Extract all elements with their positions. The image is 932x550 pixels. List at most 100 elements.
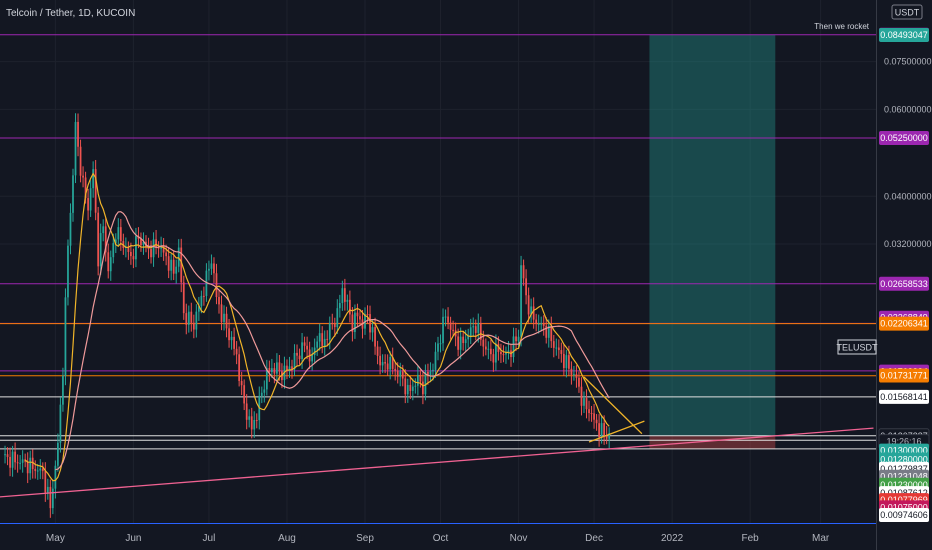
price-badge-label: 0.01075000 <box>880 502 928 512</box>
position-loss-zone[interactable] <box>649 435 776 449</box>
candle <box>575 374 578 378</box>
candle <box>333 323 336 328</box>
candle <box>565 355 568 369</box>
candle <box>416 374 419 386</box>
candle <box>457 336 460 350</box>
candle <box>293 352 296 370</box>
candle <box>298 355 301 360</box>
candle <box>9 456 11 468</box>
candle <box>31 457 34 470</box>
candle <box>213 263 215 274</box>
candle <box>135 236 137 260</box>
position-profit-zone[interactable] <box>649 34 776 436</box>
candle <box>215 273 218 297</box>
candle <box>444 316 447 318</box>
candle <box>411 386 414 391</box>
candle <box>318 333 321 342</box>
time-axis-label: Feb <box>742 533 760 544</box>
time-axis-label: Jul <box>203 533 216 544</box>
candle <box>177 247 180 267</box>
candle <box>442 316 444 344</box>
horizontal-levels[interactable] <box>0 34 876 450</box>
candle <box>386 363 389 370</box>
candle <box>555 347 558 349</box>
candle <box>331 323 334 325</box>
candle <box>502 354 505 356</box>
candle <box>197 306 200 312</box>
candle <box>409 384 412 391</box>
candle <box>270 368 273 373</box>
candle <box>585 398 588 410</box>
candle <box>276 362 278 374</box>
candle <box>376 346 379 356</box>
candle <box>238 354 241 381</box>
long-position-tool[interactable]: Then we rocket <box>649 22 870 449</box>
candle <box>356 312 359 317</box>
time-axis-label: Jun <box>125 533 141 544</box>
time-axis[interactable]: May Jun Jul Aug Sep Oct Nov Dec 2022 Feb Mar <box>46 533 830 544</box>
price-badge <box>879 276 929 291</box>
candle <box>527 295 530 315</box>
price-badge <box>879 389 929 404</box>
candle <box>263 389 266 393</box>
candle <box>406 384 409 395</box>
candle <box>82 175 84 178</box>
candle <box>437 343 439 352</box>
candle <box>286 365 288 371</box>
candle <box>497 343 500 352</box>
price-badge-label: 0.01077969 <box>880 495 928 505</box>
candle <box>273 368 276 374</box>
candle <box>434 351 437 370</box>
candle <box>253 419 256 430</box>
candle <box>19 462 22 464</box>
candle <box>74 121 77 176</box>
time-axis-label: Oct <box>433 533 449 544</box>
moving-averages <box>24 172 610 482</box>
candle <box>255 419 258 421</box>
price-badge-label: 0.01300000 <box>880 446 928 456</box>
candle <box>600 423 603 438</box>
candle <box>59 404 62 443</box>
price-badge-label: 0.02658533 <box>880 279 928 289</box>
candle <box>462 336 465 344</box>
trendline[interactable] <box>0 427 874 498</box>
candle <box>552 341 555 348</box>
candle <box>6 454 9 457</box>
candle <box>57 442 59 466</box>
candle <box>306 345 308 350</box>
candle <box>245 403 248 420</box>
candle <box>429 371 432 376</box>
candle <box>296 352 298 356</box>
candle <box>223 313 225 322</box>
candle <box>467 335 470 340</box>
candle <box>72 175 74 213</box>
candle <box>404 378 407 395</box>
candle <box>200 295 203 307</box>
candle <box>346 299 349 302</box>
price-badge-label: 0.08493047 <box>880 30 928 40</box>
candle <box>573 374 575 376</box>
candle <box>36 470 39 472</box>
candle <box>427 371 429 376</box>
candle <box>484 346 487 350</box>
currency-button[interactable]: USDT <box>891 4 923 20</box>
candle <box>127 246 130 252</box>
candle <box>489 348 492 355</box>
price-axis[interactable]: 0.07500000 0.06000000 0.04000000 0.03200000… <box>878 27 932 523</box>
candle <box>338 303 341 309</box>
price-tick-label: 0.06000000 <box>884 104 932 114</box>
candle <box>41 468 44 472</box>
candle <box>243 385 246 404</box>
candle <box>195 311 198 330</box>
candle <box>447 316 449 323</box>
trendline[interactable] <box>583 376 643 435</box>
candle <box>550 326 553 342</box>
trendline[interactable] <box>588 420 645 443</box>
candle <box>414 385 417 387</box>
trendlines[interactable] <box>0 376 874 498</box>
candle <box>132 256 135 260</box>
candle <box>150 249 152 258</box>
candle <box>99 233 102 267</box>
